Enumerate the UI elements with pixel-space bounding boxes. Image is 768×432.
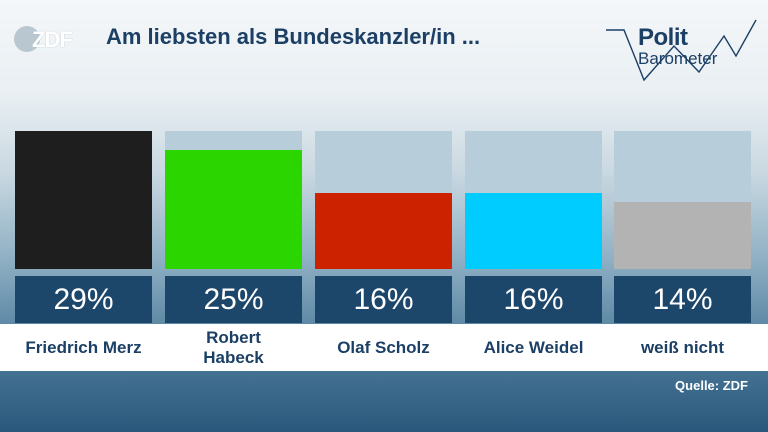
- category-label-strip: [0, 324, 768, 371]
- bar-friedrich-merz: [15, 131, 152, 269]
- politbarometer-logo: Polit Barometer: [604, 16, 760, 86]
- chart-title: Am liebsten als Bundeskanzler/in ...: [106, 24, 481, 49]
- brand-line2: Barometer: [638, 49, 718, 68]
- brand-line1: Polit: [638, 24, 688, 51]
- zdf-logo-text: ZDF: [32, 27, 73, 52]
- zdf-logo: ZDF: [14, 24, 76, 54]
- value-label-friedrich-merz: 29%: [15, 276, 152, 323]
- category-label-alice-weidel: Alice Weidel: [483, 337, 584, 357]
- category-label-wei-nicht: weiß nicht: [640, 337, 725, 357]
- value-label-olaf-scholz: 16%: [315, 276, 452, 323]
- value-label-wei-nicht: 14%: [614, 276, 751, 323]
- source-note: Quelle: ZDF: [675, 378, 748, 393]
- bar-robert-habeck: [165, 150, 302, 269]
- value-label-alice-weidel: 16%: [465, 276, 602, 323]
- bar-alice-weidel: [465, 193, 602, 269]
- category-label-olaf-scholz: Olaf Scholz: [337, 337, 430, 357]
- category-label-robert-habeck: Robert Habeck: [203, 327, 264, 367]
- category-label-friedrich-merz: Friedrich Merz: [25, 337, 142, 357]
- zdf-logo-icon: [14, 26, 40, 52]
- value-label-robert-habeck: 25%: [165, 276, 302, 323]
- bar-olaf-scholz: [315, 193, 452, 269]
- bar-wei-nicht: [614, 202, 751, 269]
- politbarometer-zigzag-icon: [606, 19, 757, 82]
